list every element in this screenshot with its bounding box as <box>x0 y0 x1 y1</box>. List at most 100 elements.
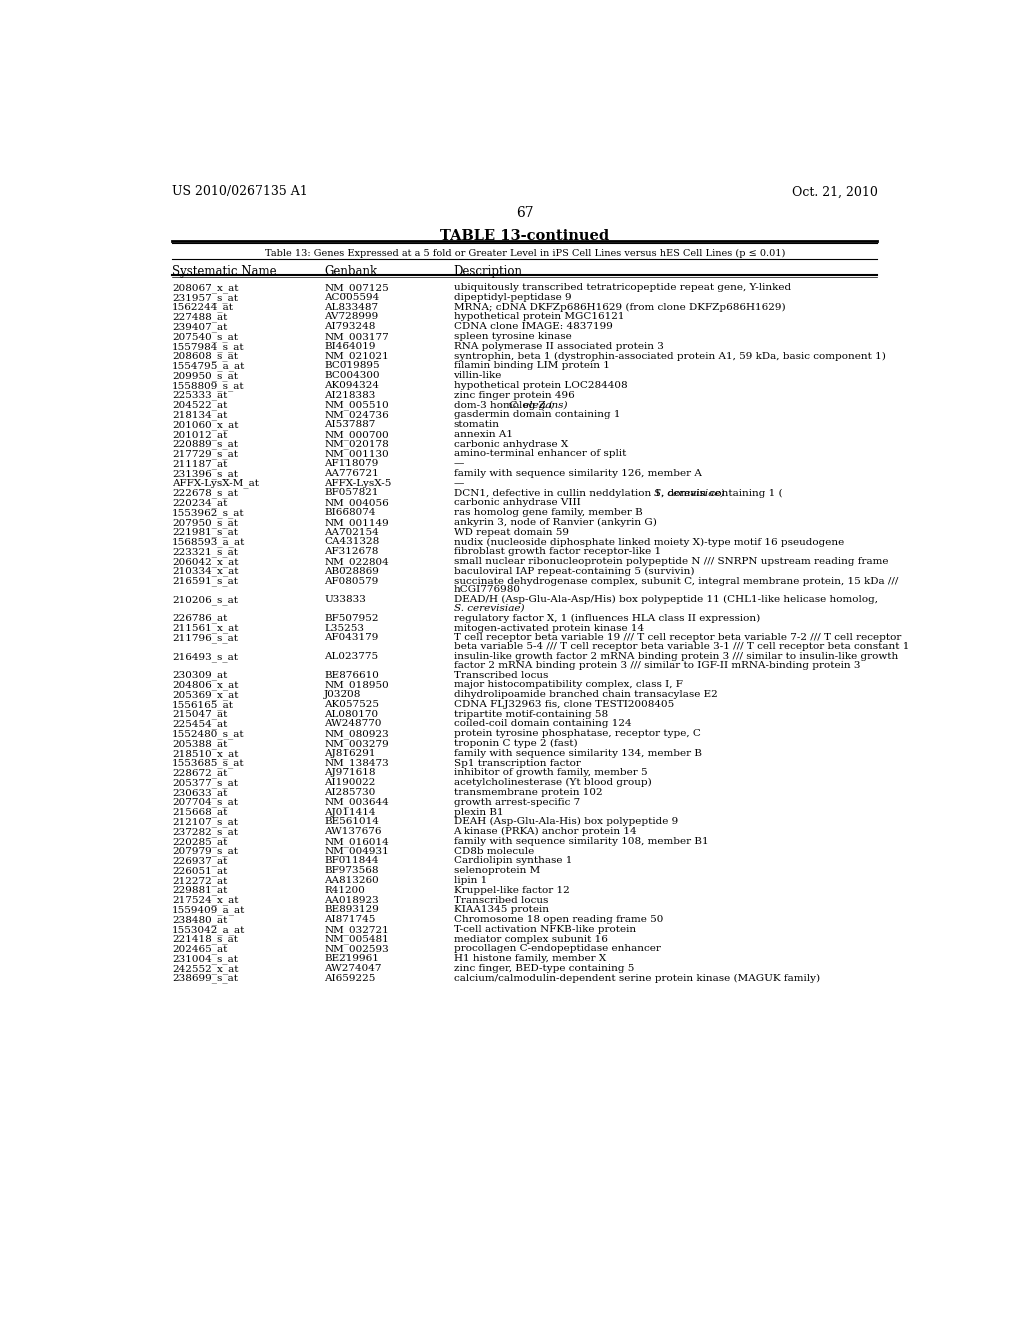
Text: C. elegans): C. elegans) <box>509 400 567 409</box>
Text: NM_001130: NM_001130 <box>324 449 389 459</box>
Text: 1554795_a_at: 1554795_a_at <box>172 362 246 371</box>
Text: AJ971618: AJ971618 <box>324 768 376 777</box>
Text: 1557984_s_at: 1557984_s_at <box>172 342 245 351</box>
Text: 201060_x_at: 201060_x_at <box>172 420 239 430</box>
Text: 226786_at: 226786_at <box>172 614 227 623</box>
Text: AW248770: AW248770 <box>324 719 382 729</box>
Text: 218510_x_at: 218510_x_at <box>172 748 239 759</box>
Text: dipeptidyl-peptidase 9: dipeptidyl-peptidase 9 <box>454 293 571 302</box>
Text: hCGI776980: hCGI776980 <box>454 585 520 594</box>
Text: hypothetical protein LOC284408: hypothetical protein LOC284408 <box>454 381 627 389</box>
Text: 208608_s_at: 208608_s_at <box>172 351 239 362</box>
Text: 212272_at: 212272_at <box>172 876 227 886</box>
Text: nudix (nucleoside diphosphate linked moiety X)-type motif 16 pseudogene: nudix (nucleoside diphosphate linked moi… <box>454 537 844 546</box>
Text: Systematic Name: Systematic Name <box>172 265 276 279</box>
Text: 220234_at: 220234_at <box>172 498 227 508</box>
Text: 207704_s_at: 207704_s_at <box>172 797 239 808</box>
Text: NM_024736: NM_024736 <box>324 411 389 420</box>
Text: family with sequence similarity 108, member B1: family with sequence similarity 108, mem… <box>454 837 709 846</box>
Text: T cell receptor beta variable 19 /// T cell receptor beta variable 7-2 /// T cel: T cell receptor beta variable 19 /// T c… <box>454 634 901 643</box>
Text: Transcribed locus: Transcribed locus <box>454 671 548 680</box>
Text: 215047_at: 215047_at <box>172 710 227 719</box>
Text: 205388_at: 205388_at <box>172 739 227 748</box>
Text: NM_003644: NM_003644 <box>324 797 389 808</box>
Text: troponin C type 2 (fast): troponin C type 2 (fast) <box>454 739 578 748</box>
Text: BC004300: BC004300 <box>324 371 380 380</box>
Text: ras homolog gene family, member B: ras homolog gene family, member B <box>454 508 642 517</box>
Text: AJ011414: AJ011414 <box>324 808 376 817</box>
Text: procollagen C-endopeptidase enhancer: procollagen C-endopeptidase enhancer <box>454 944 660 953</box>
Text: 1558809_s_at: 1558809_s_at <box>172 381 245 391</box>
Text: 221418_s_at: 221418_s_at <box>172 935 239 944</box>
Text: Cardiolipin synthase 1: Cardiolipin synthase 1 <box>454 857 571 866</box>
Text: 207540_s_at: 207540_s_at <box>172 333 239 342</box>
Text: filamin binding LIM protein 1: filamin binding LIM protein 1 <box>454 362 609 371</box>
Text: ubiquitously transcribed tetratricopeptide repeat gene, Y-linked: ubiquitously transcribed tetratricopepti… <box>454 284 791 292</box>
Text: NM_003177: NM_003177 <box>324 333 389 342</box>
Text: 223321_s_at: 223321_s_at <box>172 548 239 557</box>
Text: family with sequence similarity 126, member A: family with sequence similarity 126, mem… <box>454 469 701 478</box>
Text: BC019895: BC019895 <box>324 362 380 371</box>
Text: 220889_s_at: 220889_s_at <box>172 440 239 449</box>
Text: 216591_s_at: 216591_s_at <box>172 577 239 586</box>
Text: Genbank: Genbank <box>324 265 377 279</box>
Text: AA813260: AA813260 <box>324 876 379 884</box>
Text: AA018923: AA018923 <box>324 895 379 904</box>
Text: WD repeat domain 59: WD repeat domain 59 <box>454 528 568 537</box>
Text: NM_007125: NM_007125 <box>324 284 389 293</box>
Text: stomatin: stomatin <box>454 420 500 429</box>
Text: BE561014: BE561014 <box>324 817 379 826</box>
Text: 211796_s_at: 211796_s_at <box>172 634 239 643</box>
Text: BF057821: BF057821 <box>324 488 379 498</box>
Text: 239407_at: 239407_at <box>172 322 227 331</box>
Text: major histocompatibility complex, class I, F: major histocompatibility complex, class … <box>454 680 682 689</box>
Text: R41200: R41200 <box>324 886 365 895</box>
Text: 211187_at: 211187_at <box>172 459 227 469</box>
Text: AK057525: AK057525 <box>324 700 379 709</box>
Text: 217729_s_at: 217729_s_at <box>172 449 239 459</box>
Text: —: — <box>454 459 464 469</box>
Text: BF011844: BF011844 <box>324 857 379 866</box>
Text: BF507952: BF507952 <box>324 614 379 623</box>
Text: 205377_s_at: 205377_s_at <box>172 779 239 788</box>
Text: 215668_at: 215668_at <box>172 808 227 817</box>
Text: factor 2 mRNA binding protein 3 /// similar to IGF-II mRNA-binding protein 3: factor 2 mRNA binding protein 3 /// simi… <box>454 661 860 669</box>
Text: 212107_s_at: 212107_s_at <box>172 817 239 826</box>
Text: 228672_at: 228672_at <box>172 768 227 777</box>
Text: 231004_s_at: 231004_s_at <box>172 954 239 964</box>
Text: 1562244_at: 1562244_at <box>172 302 234 313</box>
Text: 227488_at: 227488_at <box>172 313 227 322</box>
Text: dom-3 homolog Z (: dom-3 homolog Z ( <box>454 400 553 409</box>
Text: mediator complex subunit 16: mediator complex subunit 16 <box>454 935 607 944</box>
Text: 231957_s_at: 231957_s_at <box>172 293 239 302</box>
Text: L35253: L35253 <box>324 623 365 632</box>
Text: S. cerevisiae): S. cerevisiae) <box>454 605 524 612</box>
Text: AI793248: AI793248 <box>324 322 376 331</box>
Text: DEAH (Asp-Glu-Ala-His) box polypeptide 9: DEAH (Asp-Glu-Ala-His) box polypeptide 9 <box>454 817 678 826</box>
Text: 220285_at: 220285_at <box>172 837 227 846</box>
Text: 216493_s_at: 216493_s_at <box>172 652 239 661</box>
Text: 204806_x_at: 204806_x_at <box>172 680 239 690</box>
Text: CD8b molecule: CD8b molecule <box>454 846 534 855</box>
Text: Chromosome 18 open reading frame 50: Chromosome 18 open reading frame 50 <box>454 915 663 924</box>
Text: 242552_x_at: 242552_x_at <box>172 964 239 974</box>
Text: CA431328: CA431328 <box>324 537 379 546</box>
Text: AI871745: AI871745 <box>324 915 376 924</box>
Text: —: — <box>454 479 464 487</box>
Text: NM_016014: NM_016014 <box>324 837 389 846</box>
Text: NM_004056: NM_004056 <box>324 498 389 508</box>
Text: hypothetical protein MGC16121: hypothetical protein MGC16121 <box>454 313 624 322</box>
Text: AW137676: AW137676 <box>324 828 382 836</box>
Text: AV728999: AV728999 <box>324 313 378 322</box>
Text: BE876610: BE876610 <box>324 671 379 680</box>
Text: 1553685_s_at: 1553685_s_at <box>172 759 245 768</box>
Text: 201012_at: 201012_at <box>172 430 227 440</box>
Text: AC005594: AC005594 <box>324 293 379 302</box>
Text: 208067_x_at: 208067_x_at <box>172 284 239 293</box>
Text: zinc finger, BED-type containing 5: zinc finger, BED-type containing 5 <box>454 964 634 973</box>
Text: A kinase (PRKA) anchor protein 14: A kinase (PRKA) anchor protein 14 <box>454 828 637 836</box>
Text: dihydrolipoamide branched chain transacylase E2: dihydrolipoamide branched chain transacy… <box>454 690 717 700</box>
Text: AL833487: AL833487 <box>324 302 378 312</box>
Text: 230633_at: 230633_at <box>172 788 227 797</box>
Text: 225454_at: 225454_at <box>172 719 227 729</box>
